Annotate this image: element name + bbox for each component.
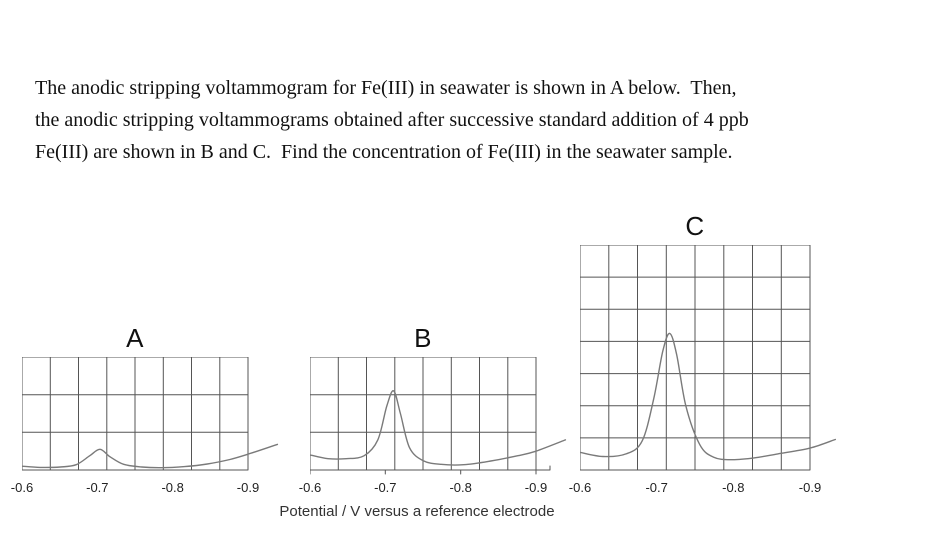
voltammogram-plot-b: B -0.6 -0.7 -0.8 -0.9 [299, 321, 570, 498]
x-tick-label: -0.9 [524, 480, 548, 495]
voltammogram-curve [310, 390, 567, 466]
plot-c-label: C [685, 211, 705, 241]
x-tick-label: -0.8 [449, 480, 472, 495]
x-tick-label: -0.7 [86, 480, 109, 495]
voltammogram-svg [580, 245, 836, 471]
x-tick-label: -0.9 [798, 480, 822, 495]
x-tick-label: -0.6 [298, 480, 322, 495]
plot-c-chart [580, 245, 840, 476]
x-tick-label: -0.6 [568, 480, 592, 495]
plot-c-x-ticks: -0.6 -0.7 -0.8 -0.9 [569, 476, 821, 498]
x-tick-label: -0.6 [10, 480, 34, 495]
grid-lines [580, 245, 811, 471]
plot-a-chart [22, 357, 282, 476]
problem-text: The anodic stripping voltammogram for Fe… [35, 72, 865, 168]
problem-line-2: the anodic stripping voltammograms obtai… [35, 109, 749, 131]
plot-a-x-ticks: -0.6 -0.7 -0.8 -0.9 [11, 476, 259, 498]
grid-lines [22, 357, 249, 471]
x-tick-label: -0.7 [645, 480, 668, 495]
problem-line-1: The anodic stripping voltammogram for Fe… [35, 77, 737, 99]
x-tick-label: -0.8 [722, 480, 745, 495]
grid-lines [310, 357, 551, 475]
voltammogram-svg [310, 357, 567, 475]
voltammogram-plot-c: C -0.6 -0.7 -0.8 -0.9 [569, 209, 840, 498]
voltammogram-curve [580, 332, 836, 461]
voltammogram-svg [22, 357, 279, 471]
plot-b-label: B [414, 323, 432, 353]
problem-line-3: Fe(III) are shown in B and C. Find the c… [35, 141, 733, 163]
plot-a-label: A [126, 323, 144, 353]
x-tick-label: -0.7 [374, 480, 397, 495]
x-axis-title: Potential / V versus a reference electro… [279, 503, 555, 520]
x-tick-label: -0.8 [161, 480, 184, 495]
voltammogram-curve [22, 443, 279, 469]
plot-b-chart [310, 357, 570, 476]
x-tick-label: -0.9 [236, 480, 260, 495]
voltammogram-plot-a: A -0.6 -0.7 -0.8 -0.9 [11, 321, 282, 498]
plot-b-x-ticks: -0.6 -0.7 -0.8 -0.9 [299, 476, 547, 498]
